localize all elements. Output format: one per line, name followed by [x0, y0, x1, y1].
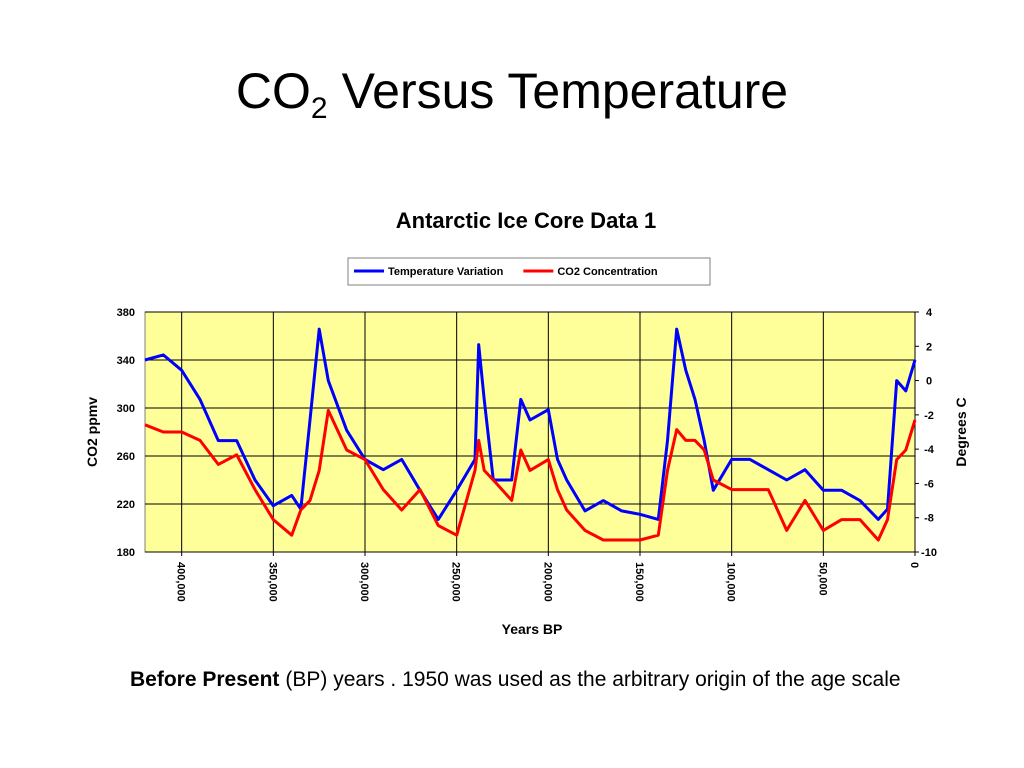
series-line: [144, 327, 917, 521]
x-tick-label: 250,000: [450, 562, 462, 602]
y-axis-label: CO2 ppmv: [84, 397, 100, 467]
x-tick-label: 300,000: [358, 562, 370, 602]
y2-tick-label: -2: [924, 410, 934, 422]
y2-tick-label: -4: [924, 444, 935, 456]
x-tick-label: 100,000: [725, 562, 737, 602]
caption: Before Present (BP) years . 1950 was used…: [130, 666, 930, 694]
caption-text: (BP) years . 1950 was used as the arbitr…: [285, 668, 901, 691]
y2-tick-label: -10: [921, 547, 937, 559]
title-rest: Versus Temperature: [341, 63, 789, 119]
title-main: CO: [235, 63, 311, 119]
x-tick-label: 150,000: [633, 562, 645, 602]
y-tick-label: 180: [117, 547, 135, 559]
y-tick-label: 260: [117, 451, 135, 463]
slide-title: CO2 Versus Temperature: [0, 62, 1024, 126]
x-tick-label: 400,000: [175, 562, 187, 602]
y-tick-label: 220: [117, 499, 135, 511]
x-axis-label: Years BP: [502, 621, 563, 637]
series-line: [144, 408, 917, 542]
y-tick-label: 380: [117, 307, 135, 319]
legend-label: Temperature Variation: [388, 266, 504, 278]
y2-tick-label: 4: [926, 307, 933, 319]
y2-tick-label: 0: [926, 376, 932, 388]
x-tick-label: 350,000: [266, 562, 278, 602]
y-tick-label: 340: [117, 355, 135, 367]
title-subscript: 2: [310, 92, 328, 125]
legend-label: CO2 Concentration: [557, 266, 658, 278]
x-tick-label: 0: [908, 562, 920, 568]
x-tick-label: 200,000: [541, 562, 553, 602]
chart-title: Antarctic Ice Core Data 1: [396, 208, 656, 233]
caption-bold: Before Present: [130, 668, 280, 691]
y2-tick-label: 2: [926, 341, 932, 353]
y2-tick-label: -8: [924, 513, 934, 525]
y2-tick-label: -6: [924, 478, 934, 490]
y2-axis-label: Degrees C: [953, 397, 969, 466]
x-tick-label: 50,000: [816, 562, 828, 596]
plot-background: [144, 311, 916, 553]
y-tick-label: 300: [117, 403, 135, 415]
